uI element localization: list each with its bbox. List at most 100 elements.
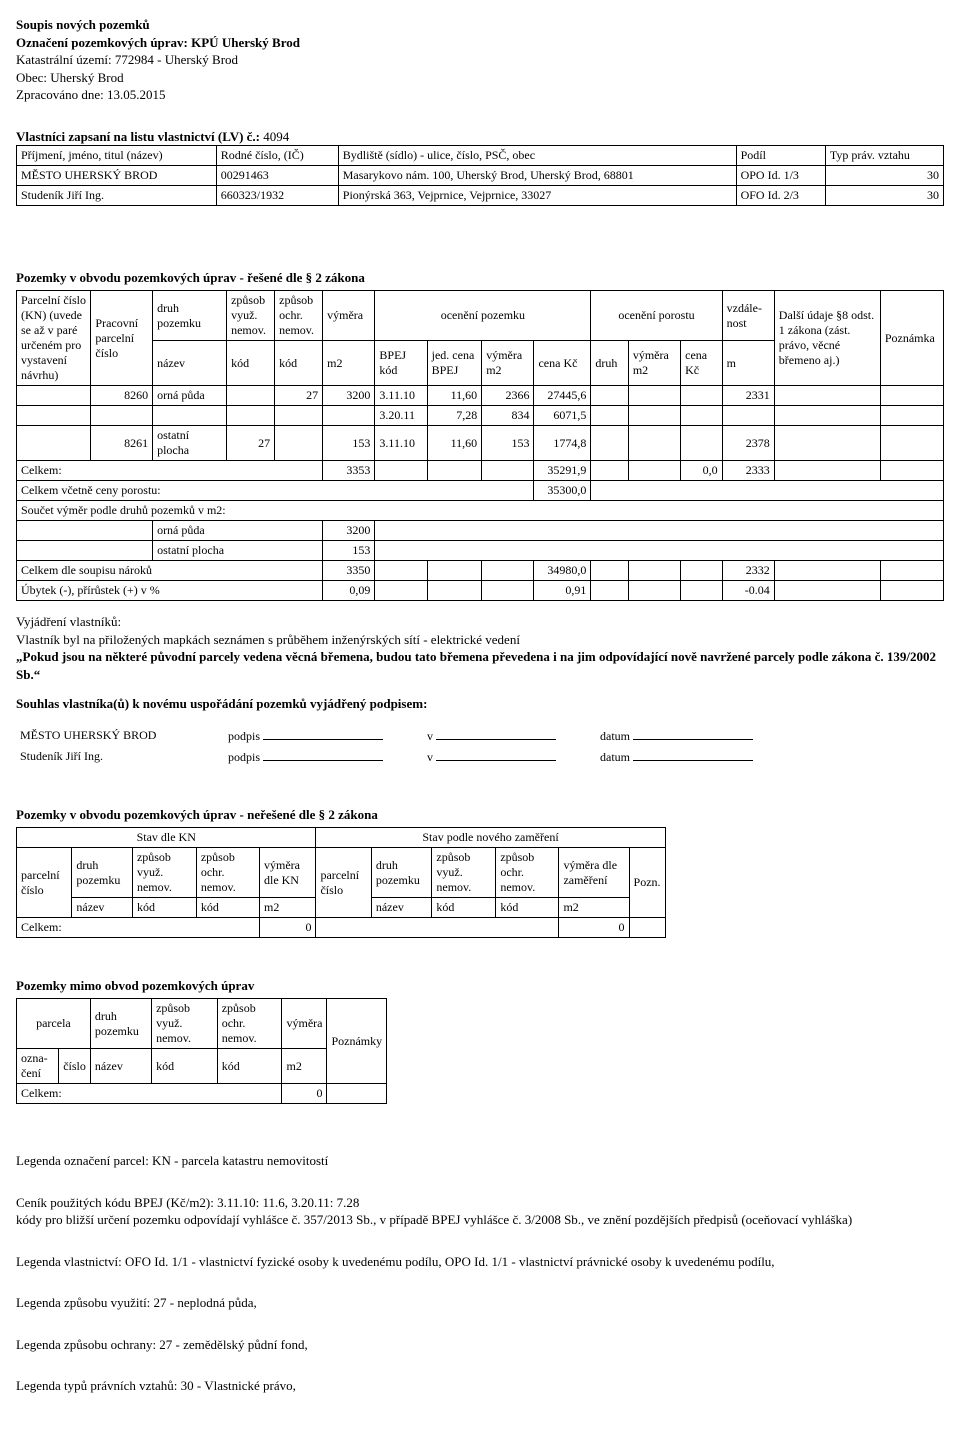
sig-podpis-label: podpis [224, 725, 387, 746]
cell-vyuz [227, 386, 275, 406]
doc-subtitle: Označení pozemkových úprav: KPÚ Uherský … [16, 34, 944, 52]
mo-pozn: Poznámky [327, 999, 387, 1084]
soupis-vzdal: 2332 [722, 561, 774, 581]
cell-prac: 8261 [91, 426, 153, 461]
mo-ochr: způsob ochr. nemov. [217, 999, 282, 1049]
nr-druh2: druh pozemku [371, 848, 432, 898]
sig-row: Studeník Jiří Ing. podpis v datum [16, 746, 757, 767]
mo-parcela: parcela [17, 999, 91, 1049]
owners-table: Příjmení, jméno, titul (název) Rodné čís… [16, 145, 944, 206]
cell-jed: 11,60 [427, 386, 482, 406]
mo-vyuz: způsob využ. nemov. [152, 999, 218, 1049]
cell-jed: 11,60 [427, 426, 482, 461]
hdr-zp-ochr: způsob ochr. nemov. [275, 291, 323, 341]
cell-vymera: 3200 [323, 386, 375, 406]
owner-rc: 660323/1932 [216, 186, 338, 206]
soucet-title: Součet výměr podle druhů pozemků v m2: [17, 501, 944, 521]
cell-cena: 6071,5 [534, 406, 591, 426]
cell-bpej: 3.11.10 [375, 386, 427, 406]
nr-kod1: kód [132, 898, 196, 918]
nr-kod3: kód [432, 898, 496, 918]
legend-ochrany: Legenda způsobu ochrany: 27 - zemědělský… [16, 1336, 944, 1354]
cell-vym: 834 [482, 406, 534, 426]
owners-header-row: Příjmení, jméno, titul (název) Rodné čís… [17, 146, 944, 166]
nr-pozn: Pozn. [629, 848, 665, 918]
celkem-cena: 35291,9 [534, 461, 591, 481]
celkem-vzdal: 2333 [722, 461, 774, 481]
owner-addr: Masarykovo nám. 100, Uherský Brod, Uhers… [338, 166, 736, 186]
hdr-vym2: výměra m2 [628, 341, 680, 386]
nr-celkem-v1: 0 [259, 918, 315, 938]
mo-celkem-label: Celkem: [17, 1084, 282, 1104]
cell-cena: 27445,6 [534, 386, 591, 406]
sig-v-label: v [387, 746, 560, 767]
legend-cenik1: Ceník použitých kódu BPEJ (Kč/m2): 3.11.… [16, 1194, 944, 1212]
owners-heading-label: Vlastníci zapsaní na listu vlastnictví (… [16, 129, 260, 144]
legend-vyuziti: Legenda způsobu využití: 27 - neplodná p… [16, 1294, 944, 1312]
mo-celkem-row: Celkem: 0 [17, 1084, 387, 1104]
hdr-stav-nz: Stav podle nového zaměření [316, 828, 665, 848]
legend-prav-vztahu: Legenda typů právních vztahů: 30 - Vlast… [16, 1377, 944, 1395]
cell-vymera: 153 [323, 426, 375, 461]
owners-heading: Vlastníci zapsaní na listu vlastnictví (… [16, 128, 944, 146]
owner-name: Studeník Jiří Ing. [17, 186, 217, 206]
nr-kod4: kód [496, 898, 559, 918]
hdr-druh2: druh [591, 341, 628, 386]
cell-vzdal: 2378 [722, 426, 774, 461]
cell-ochr: 27 [275, 386, 323, 406]
ubytek-label: Úbytek (-), přírůstek (+) v % [17, 581, 323, 601]
celkem-porost-label: Celkem včetně ceny porostu: [17, 481, 534, 501]
celkem-label: Celkem: [17, 461, 323, 481]
soucet-val: 153 [323, 541, 375, 561]
hdr-jed: jed. cena BPEJ [427, 341, 482, 386]
legend-parcel: Legenda označení parcel: KN - parcela ka… [16, 1152, 944, 1170]
owners-lv-no: 4094 [263, 129, 289, 144]
nr-nazev2: název [371, 898, 432, 918]
mimo-table: parcela druh pozemku způsob využ. nemov.… [16, 998, 387, 1104]
hdr-zp-vyuz: způsob využ. nemov. [227, 291, 275, 341]
hdr-pozn: Poznámka [880, 291, 943, 386]
soucet-val: 3200 [323, 521, 375, 541]
mo-druh: druh pozemku [90, 999, 151, 1049]
hdr-prac: Pracovní parcelní číslo [91, 291, 153, 386]
nr-m2b: m2 [559, 898, 629, 918]
hdr-vym-m2: výměra m2 [482, 341, 534, 386]
sig-podpis-label: podpis [224, 746, 387, 767]
owner-name: MĚSTO UHERSKÝ BROD [17, 166, 217, 186]
resene-row: 8260 orná půda 27 3200 3.11.10 11,60 236… [17, 386, 944, 406]
mo-kod2: kód [217, 1049, 282, 1084]
soucet-druh: ostatní plocha [153, 541, 323, 561]
cell-cena: 1774,8 [534, 426, 591, 461]
mimo-title: Pozemky mimo obvod pozemkových úprav [16, 978, 944, 994]
nr-parc: parcelní číslo [17, 848, 72, 918]
nr-celkem-row: Celkem: 0 0 [17, 918, 666, 938]
nr-m2: m2 [259, 898, 315, 918]
hdr-stav-kn: Stav dle KN [17, 828, 316, 848]
mo-nazev: název [90, 1049, 151, 1084]
doc-ku: Katastrální území: 772984 - Uherský Brod [16, 51, 944, 69]
cell-vym: 153 [482, 426, 534, 461]
neresene-table: Stav dle KN Stav podle nového zaměření p… [16, 827, 666, 938]
legend-vlastnictvi: Legenda vlastnictví: OFO Id. 1/1 - vlast… [16, 1253, 944, 1271]
resene-celkem-porost: Celkem včetně ceny porostu: 35300,0 [17, 481, 944, 501]
cell-prac: 8260 [91, 386, 153, 406]
nr-kod2: kód [196, 898, 259, 918]
ubytek-cena: 0,91 [534, 581, 591, 601]
owner-podil: OFO Id. 2/3 [736, 186, 825, 206]
ubytek-row: Úbytek (-), přírůstek (+) v % 0,09 0,91 … [17, 581, 944, 601]
hdr-kod2: kód [275, 341, 323, 386]
owner-rc: 00291463 [216, 166, 338, 186]
nr-druh: druh pozemku [72, 848, 133, 898]
soupis-label: Celkem dle soupisu nároků [17, 561, 323, 581]
cell-druh: ostatní plocha [153, 426, 227, 461]
hdr-m: m [722, 341, 774, 386]
resene-celkem: Celkem: 3353 35291,9 0,0 2333 [17, 461, 944, 481]
soucet-druh: orná půda [153, 521, 323, 541]
hdr-vymera: výměra [323, 291, 375, 341]
souhlas-title: Souhlas vlastníka(ů) k novému uspořádání… [16, 695, 944, 713]
nr-ochr2: způsob ochr. nemov. [496, 848, 559, 898]
sig-name: Studeník Jiří Ing. [16, 746, 224, 767]
soucet-title-row: Součet výměr podle druhů pozemků v m2: [17, 501, 944, 521]
cell-bpej: 3.11.10 [375, 426, 427, 461]
resene-title: Pozemky v obvodu pozemkových úprav - řeš… [16, 270, 944, 286]
